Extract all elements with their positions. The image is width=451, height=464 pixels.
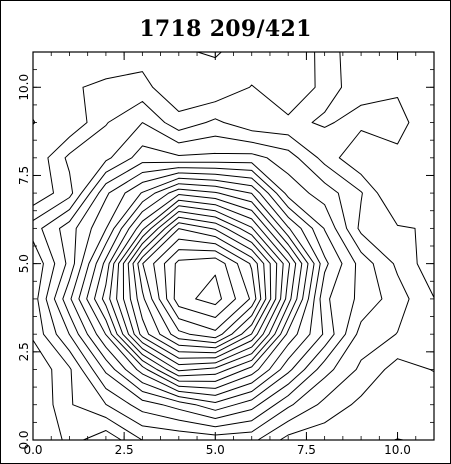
contour-level-13	[122, 205, 284, 366]
contour-level-8	[86, 177, 315, 396]
contour-level-10	[101, 188, 303, 382]
contour-level-2	[32, 101, 410, 441]
y-tick-label: 2.5	[17, 342, 31, 361]
contour-level-16	[137, 222, 267, 349]
y-tick-label: 5.0	[17, 254, 31, 273]
contour-level-4	[53, 145, 357, 428]
contour-level-1	[32, 51, 435, 441]
chart-title: 1718 209/421	[139, 16, 312, 42]
x-tick-label: 0.0	[23, 443, 42, 457]
y-tick-label: 0.0	[17, 430, 31, 449]
contour-level-3	[41, 122, 383, 436]
contour-level-11	[109, 194, 297, 377]
contour-level-19	[163, 249, 250, 331]
contour-lines	[32, 51, 435, 441]
x-tick-label: 10.0	[384, 443, 411, 457]
contour-level-5	[62, 161, 343, 419]
contour-level-21	[195, 274, 222, 306]
y-tick-label: 7.5	[17, 166, 31, 185]
contour-level-18	[153, 238, 257, 339]
x-tick-label: 2.5	[115, 443, 134, 457]
x-tick-label: 7.5	[297, 443, 316, 457]
y-tick-label: 10.0	[17, 74, 31, 101]
contour-level-12	[116, 199, 291, 372]
contour-level-7	[78, 172, 321, 403]
x-tick-label: 5.0	[206, 443, 225, 457]
contour-level-6	[70, 167, 329, 411]
contour-level-15	[132, 216, 272, 354]
contour-level-14	[127, 211, 278, 359]
contour-level-17	[142, 228, 262, 344]
contour-level-9	[94, 183, 309, 389]
x-axis-ticks: 0.0 2.5 5.0 7.5 10.0	[23, 52, 435, 457]
contour-level-20	[173, 257, 236, 318]
y-axis-ticks: 0.0 2.5 5.0 7.5 10.0	[17, 51, 434, 450]
